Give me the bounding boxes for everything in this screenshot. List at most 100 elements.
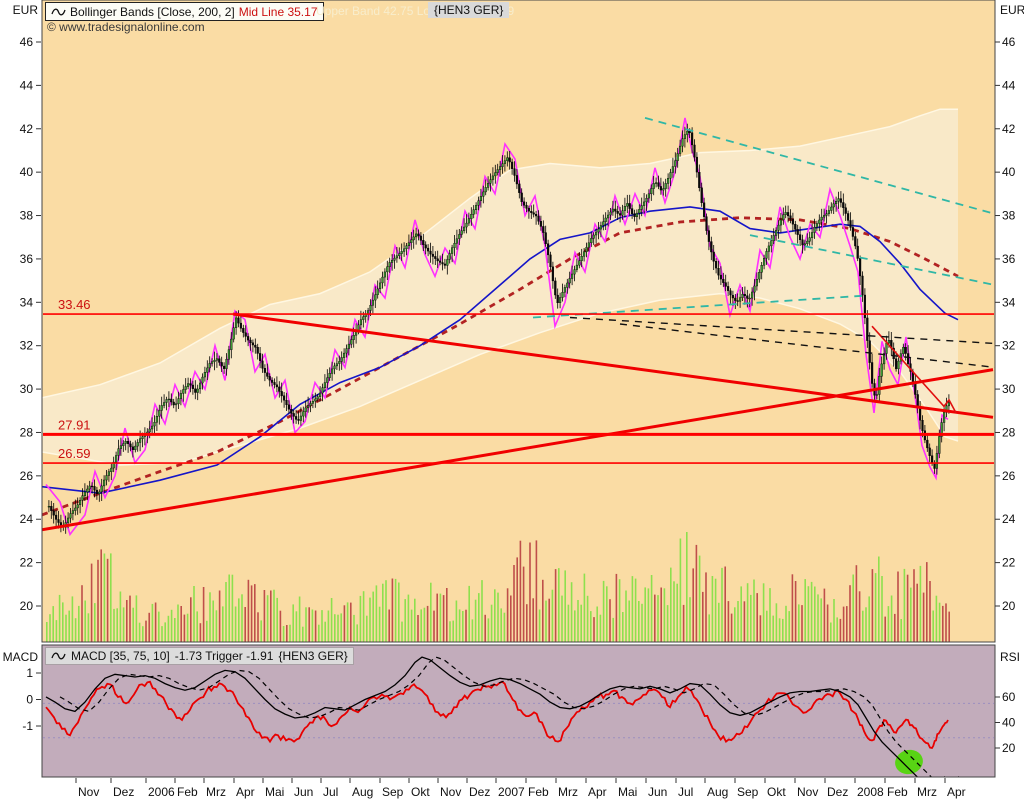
candle-body [234, 317, 238, 328]
volume-bar [266, 595, 269, 642]
candle-body [554, 280, 557, 296]
macd-panel[interactable] [42, 645, 995, 777]
candle-body [153, 422, 156, 427]
candle-body [335, 363, 338, 367]
candle-body [631, 208, 634, 215]
candle-body [417, 233, 420, 237]
volume-bar [455, 600, 458, 642]
volume-bar [343, 605, 346, 642]
candle-body [451, 247, 454, 254]
candle-body [259, 353, 262, 361]
candle-body [791, 219, 794, 225]
symbol-badge[interactable]: {HEN3 GER} [428, 2, 510, 18]
volume-bar [391, 578, 394, 642]
volume-bar [305, 607, 307, 642]
volume-bar [474, 599, 477, 642]
price-tick-label-left: 30 [20, 382, 34, 396]
macd-legend[interactable]: MACD [35, 75, 10] -1.73 Trigger -1.91 {H… [45, 647, 354, 665]
volume-bar [842, 606, 845, 642]
volume-bar [628, 600, 630, 642]
volume-bar [244, 607, 246, 642]
volume-bar [766, 610, 768, 642]
volume-bar [366, 615, 368, 642]
candle-body [561, 292, 564, 298]
teal-channel-upper[interactable] [644, 117, 994, 215]
candle-body [455, 238, 458, 244]
candle-body [343, 352, 346, 358]
candle-body [302, 411, 305, 417]
volume-bar [465, 609, 467, 642]
resistance-descending-red[interactable] [232, 312, 994, 419]
candle-body [530, 210, 533, 213]
candle-body [655, 182, 658, 184]
volume-bar [935, 595, 938, 642]
candle-body [374, 294, 377, 301]
candle-body [208, 363, 211, 369]
candle-body [518, 183, 521, 193]
candle-body [799, 234, 802, 241]
candle-body [158, 410, 161, 417]
candle-body [575, 264, 578, 270]
volume-bar [775, 603, 778, 642]
candle-body [403, 248, 406, 252]
candle-body [340, 357, 343, 362]
candle-body [489, 179, 492, 184]
black-dashed-lower[interactable] [619, 323, 995, 369]
volume-bar [577, 600, 579, 642]
candle-body [875, 394, 878, 396]
candle-body [628, 203, 631, 209]
month-label: Mai [618, 785, 637, 799]
candle-body [405, 245, 408, 250]
volume-bar [414, 598, 416, 642]
candle-body [902, 347, 905, 354]
candle-body [100, 485, 103, 492]
candle-body [921, 420, 924, 431]
month-label: Apr [236, 785, 255, 799]
candle-body [439, 260, 442, 263]
volume-bar [791, 574, 794, 642]
candle-body [938, 436, 941, 454]
candle-body [463, 226, 466, 231]
volume-bar [586, 595, 589, 642]
candle-body [566, 282, 569, 288]
volume-bar [154, 602, 157, 642]
price-level-label: 33.46 [58, 297, 91, 312]
price-tick-label-left: 38 [20, 209, 34, 223]
candle-body [739, 297, 742, 302]
candle-body [482, 191, 485, 197]
candle-body [69, 513, 72, 519]
candle-body [919, 407, 922, 421]
candle-body [436, 258, 439, 262]
volume-bar [814, 586, 816, 642]
candle-body [256, 347, 259, 354]
month-label: 2007 [498, 785, 525, 799]
green-highlight-blob[interactable] [892, 747, 925, 777]
volume-bar [532, 598, 534, 642]
candle-body [359, 319, 362, 326]
candle-body [383, 271, 386, 278]
candle-body [659, 186, 662, 191]
volume-bar [849, 585, 851, 642]
volume-bar [250, 585, 253, 642]
bollinger-legend[interactable]: Bollinger Bands [Close, 200, 2] Mid Line… [45, 2, 324, 21]
volume-bar [321, 610, 323, 642]
volume-bar [538, 609, 541, 642]
candle-body [162, 402, 166, 406]
candle-body [731, 294, 734, 299]
candle-body [568, 278, 571, 284]
month-label: Okt [411, 785, 430, 799]
volume-bar [449, 621, 451, 642]
volume-bar [513, 565, 515, 642]
rsi-axis-label: RSI [1000, 650, 1021, 664]
volume-bar [135, 595, 138, 642]
month-label: Dez [113, 785, 134, 799]
steep-downtrend-red[interactable] [871, 325, 957, 414]
volume-bar [922, 592, 925, 642]
macd-trigger-line [59, 656, 960, 777]
black-dashed-upper[interactable] [569, 316, 995, 345]
candle-body [897, 360, 900, 370]
volume-bar [263, 590, 266, 642]
candle-body [664, 183, 667, 189]
volume-bar [625, 590, 627, 642]
